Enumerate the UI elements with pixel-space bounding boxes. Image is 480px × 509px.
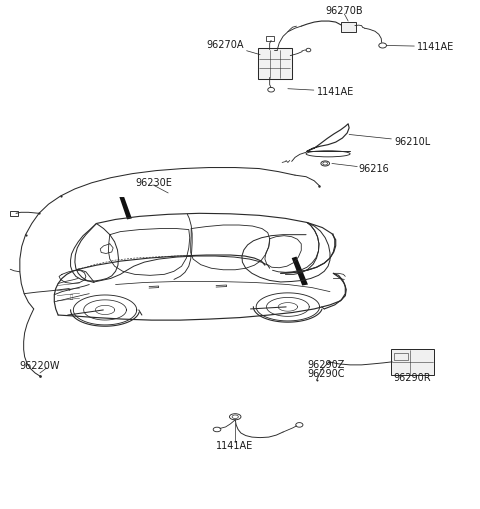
Bar: [394, 353, 408, 360]
FancyBboxPatch shape: [340, 22, 356, 33]
Text: 1141AE: 1141AE: [216, 440, 253, 450]
Bar: [10, 211, 18, 216]
Text: 96220W: 96220W: [20, 360, 60, 370]
Polygon shape: [292, 257, 308, 286]
Polygon shape: [120, 197, 132, 220]
Text: 96290Z: 96290Z: [307, 359, 344, 369]
FancyBboxPatch shape: [391, 349, 434, 375]
Bar: [266, 37, 274, 42]
Text: 1141AE: 1141AE: [386, 42, 455, 52]
Text: 96270B: 96270B: [325, 6, 363, 16]
FancyBboxPatch shape: [258, 49, 292, 80]
Text: 96210L: 96210L: [349, 135, 431, 147]
Text: 96230E: 96230E: [136, 178, 172, 187]
Text: 96216: 96216: [359, 163, 389, 173]
Text: 96290R: 96290R: [393, 373, 431, 382]
Text: 96270A: 96270A: [206, 40, 260, 55]
Text: 1141AE: 1141AE: [288, 87, 354, 97]
Text: Ⓗ: Ⓗ: [70, 293, 73, 299]
Text: 96290C: 96290C: [307, 369, 345, 378]
